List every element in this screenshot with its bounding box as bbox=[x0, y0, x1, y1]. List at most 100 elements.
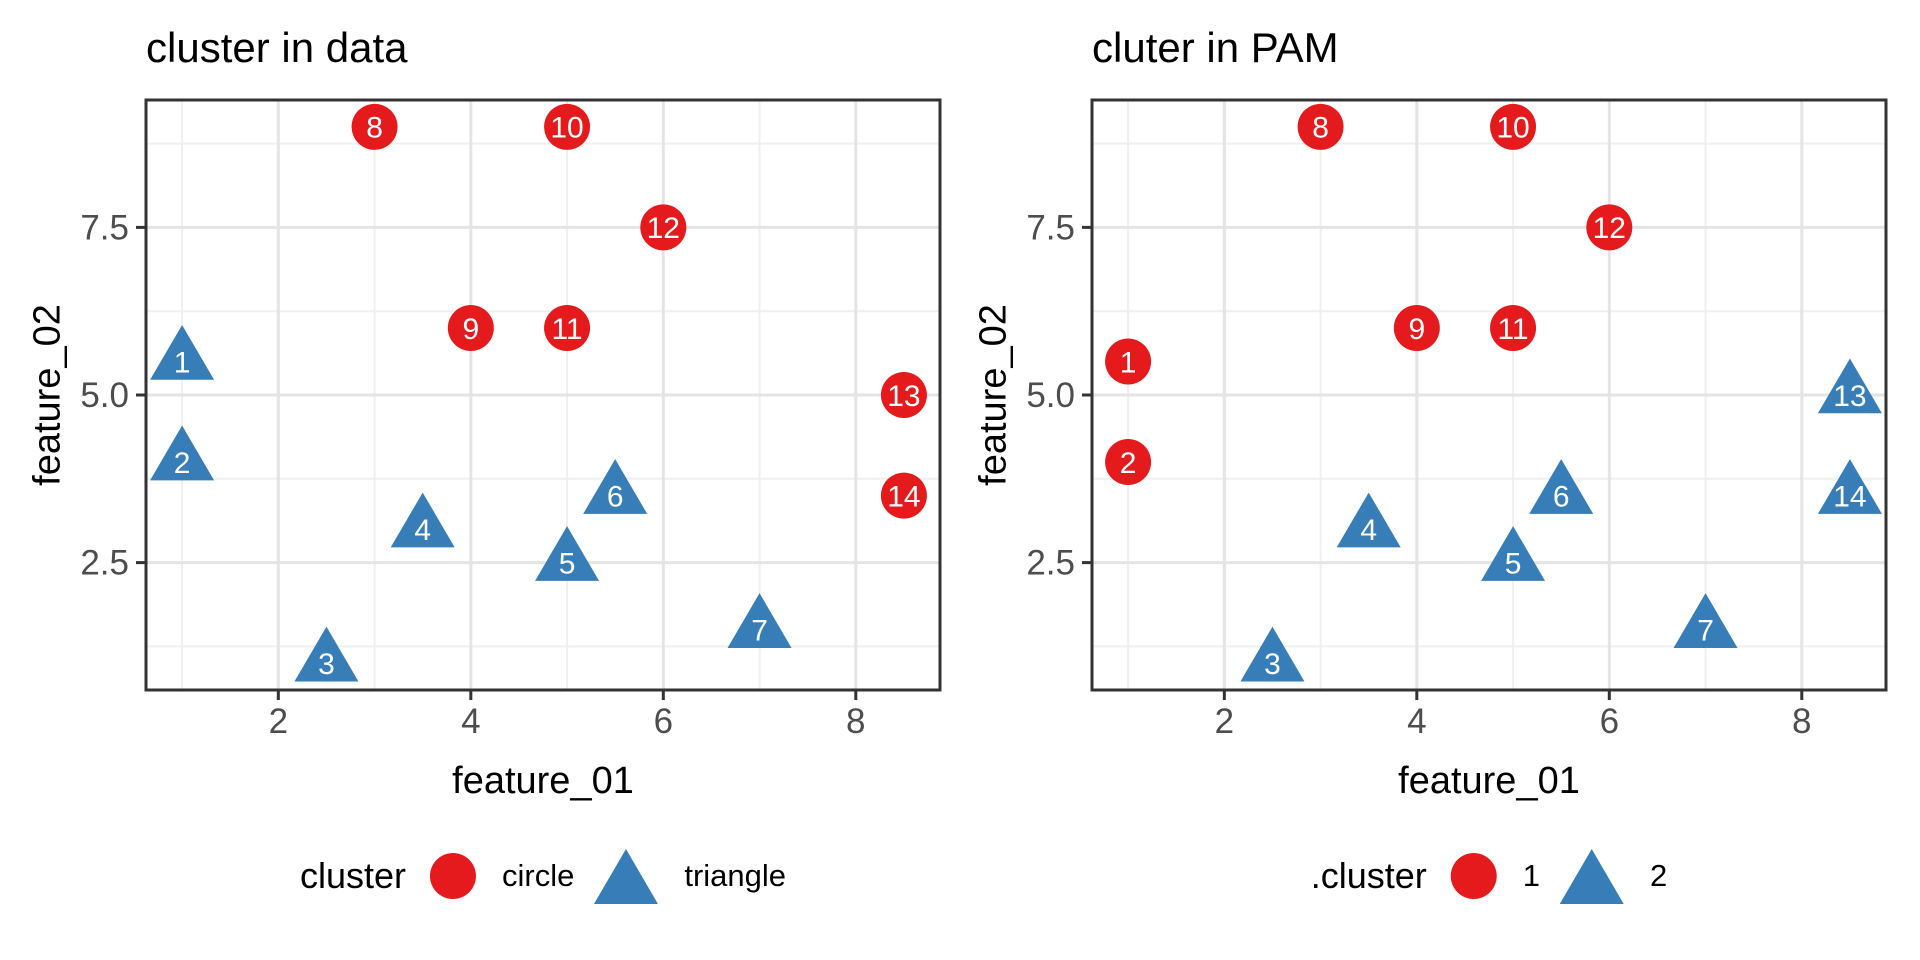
legend-item-triangle: triangle bbox=[594, 848, 787, 904]
data-point-6: 6 bbox=[1529, 459, 1594, 514]
data-point-10: 10 bbox=[544, 103, 591, 150]
triangle-marker-icon bbox=[594, 848, 659, 904]
point-label: 8 bbox=[1312, 112, 1329, 145]
point-label: 14 bbox=[887, 480, 920, 513]
data-point-1: 1 bbox=[150, 324, 215, 380]
x-tick-label: 8 bbox=[846, 702, 865, 741]
data-point-1: 1 bbox=[1105, 338, 1152, 385]
plot-panel-border bbox=[144, 98, 942, 692]
point-label: 10 bbox=[550, 112, 583, 145]
circle-marker bbox=[447, 304, 494, 351]
x-axis-title: feature_01 bbox=[452, 760, 634, 802]
data-point-7: 7 bbox=[727, 593, 792, 648]
x-tick-label: 4 bbox=[1407, 702, 1426, 741]
triangle-marker bbox=[1529, 459, 1594, 514]
circle-marker bbox=[1393, 304, 1440, 351]
point-label: 6 bbox=[1553, 480, 1570, 513]
x-axis-title: feature_01 bbox=[1398, 760, 1580, 802]
point-label: 11 bbox=[551, 313, 582, 346]
legend-label: triangle bbox=[684, 858, 787, 893]
legend-label: 1 bbox=[1522, 858, 1541, 893]
triangle-marker bbox=[1240, 626, 1305, 682]
data-point-13: 13 bbox=[1817, 358, 1882, 414]
point-label: 7 bbox=[751, 614, 768, 647]
data-point-2: 2 bbox=[150, 425, 215, 481]
legend-label: circle bbox=[502, 858, 575, 893]
circle-marker bbox=[544, 304, 591, 351]
circle-marker bbox=[544, 103, 591, 150]
point-label: 10 bbox=[1496, 112, 1529, 145]
data-point-11: 11 bbox=[544, 304, 591, 351]
legend-title: cluster bbox=[299, 855, 406, 896]
circle-marker bbox=[1105, 338, 1152, 385]
point-label: 3 bbox=[318, 648, 335, 681]
plot-cluster-in-pam: cluter in PAM 2 4 6 8 2.5 5.0 7.5 1 2 3 4 5 6 7 8 9 10 11… bbox=[960, 0, 1920, 960]
circle-marker bbox=[640, 204, 687, 251]
data-point-3: 3 bbox=[1240, 626, 1305, 682]
point-label: 5 bbox=[559, 547, 576, 580]
triangle-marker bbox=[150, 324, 215, 380]
data-point-6: 6 bbox=[583, 459, 648, 514]
triangle-marker bbox=[1817, 358, 1882, 414]
triangle-marker-icon bbox=[1560, 848, 1625, 904]
point-label: 11 bbox=[1497, 313, 1528, 346]
legend-item-circle: circle bbox=[430, 853, 574, 899]
data-point-4: 4 bbox=[390, 492, 455, 548]
point-label: 2 bbox=[1120, 447, 1137, 480]
data-point-11: 11 bbox=[1490, 304, 1537, 351]
legend-label: 2 bbox=[1650, 858, 1668, 893]
data-point-8: 8 bbox=[1297, 103, 1344, 150]
legend: .cluster 1 2 bbox=[1310, 846, 1668, 906]
data-point-14: 14 bbox=[880, 472, 927, 519]
circle-marker bbox=[1490, 103, 1537, 150]
circle-marker bbox=[1297, 103, 1344, 150]
x-tick-label: 4 bbox=[461, 702, 480, 741]
triangle-marker bbox=[1336, 492, 1401, 548]
data-point-10: 10 bbox=[1490, 103, 1537, 150]
grid-lines bbox=[146, 100, 940, 690]
x-tick-label: 2 bbox=[269, 702, 288, 741]
point-label: 5 bbox=[1505, 547, 1522, 580]
x-tick-label: 8 bbox=[1792, 702, 1811, 741]
legend-title: .cluster bbox=[1310, 855, 1427, 896]
triangle-marker bbox=[535, 526, 600, 581]
data-point-3: 3 bbox=[294, 626, 359, 682]
triangle-marker bbox=[727, 593, 792, 648]
axis-ticks: 2 4 6 8 2.5 5.0 7.5 bbox=[80, 208, 865, 741]
triangle-marker bbox=[390, 492, 455, 548]
point-label: 9 bbox=[462, 313, 479, 346]
point-label: 7 bbox=[1697, 614, 1714, 647]
data-point-12: 12 bbox=[1586, 204, 1633, 251]
data-point-14: 14 bbox=[1817, 459, 1882, 514]
plot-title: cluster in data bbox=[146, 24, 408, 71]
triangle-marker bbox=[1817, 459, 1882, 514]
y-tick-label: 5.0 bbox=[1026, 376, 1075, 415]
triangle-marker bbox=[294, 626, 359, 682]
point-label: 14 bbox=[1833, 480, 1866, 513]
data-point-5: 5 bbox=[1481, 526, 1546, 581]
point-label: 1 bbox=[174, 346, 191, 379]
circle-marker bbox=[1586, 204, 1633, 251]
point-label: 13 bbox=[1833, 380, 1866, 413]
y-tick-label: 7.5 bbox=[80, 208, 129, 247]
triangle-marker bbox=[1673, 593, 1738, 648]
point-label: 1 bbox=[1120, 346, 1137, 379]
legend-item-cluster-2: 2 bbox=[1560, 848, 1668, 904]
y-axis-title: feature_02 bbox=[972, 304, 1015, 486]
circle-marker bbox=[351, 103, 398, 150]
data-point-4: 4 bbox=[1336, 492, 1401, 548]
point-label: 3 bbox=[1264, 648, 1281, 681]
circle-marker-icon bbox=[430, 853, 476, 899]
x-tick-label: 6 bbox=[654, 702, 673, 741]
data-point-13: 13 bbox=[880, 372, 927, 418]
plot-cluster-in-data: cluster in data 2 4 6 8 2.5 5.0 7.5 1 2 3 4 5 6 7 8 9 10… bbox=[26, 24, 942, 904]
grid-lines bbox=[1092, 100, 1886, 690]
circle-marker bbox=[1490, 304, 1537, 351]
y-axis-title: feature_02 bbox=[26, 304, 69, 486]
plot-panel-border bbox=[1090, 98, 1888, 692]
circle-marker bbox=[1105, 439, 1152, 486]
